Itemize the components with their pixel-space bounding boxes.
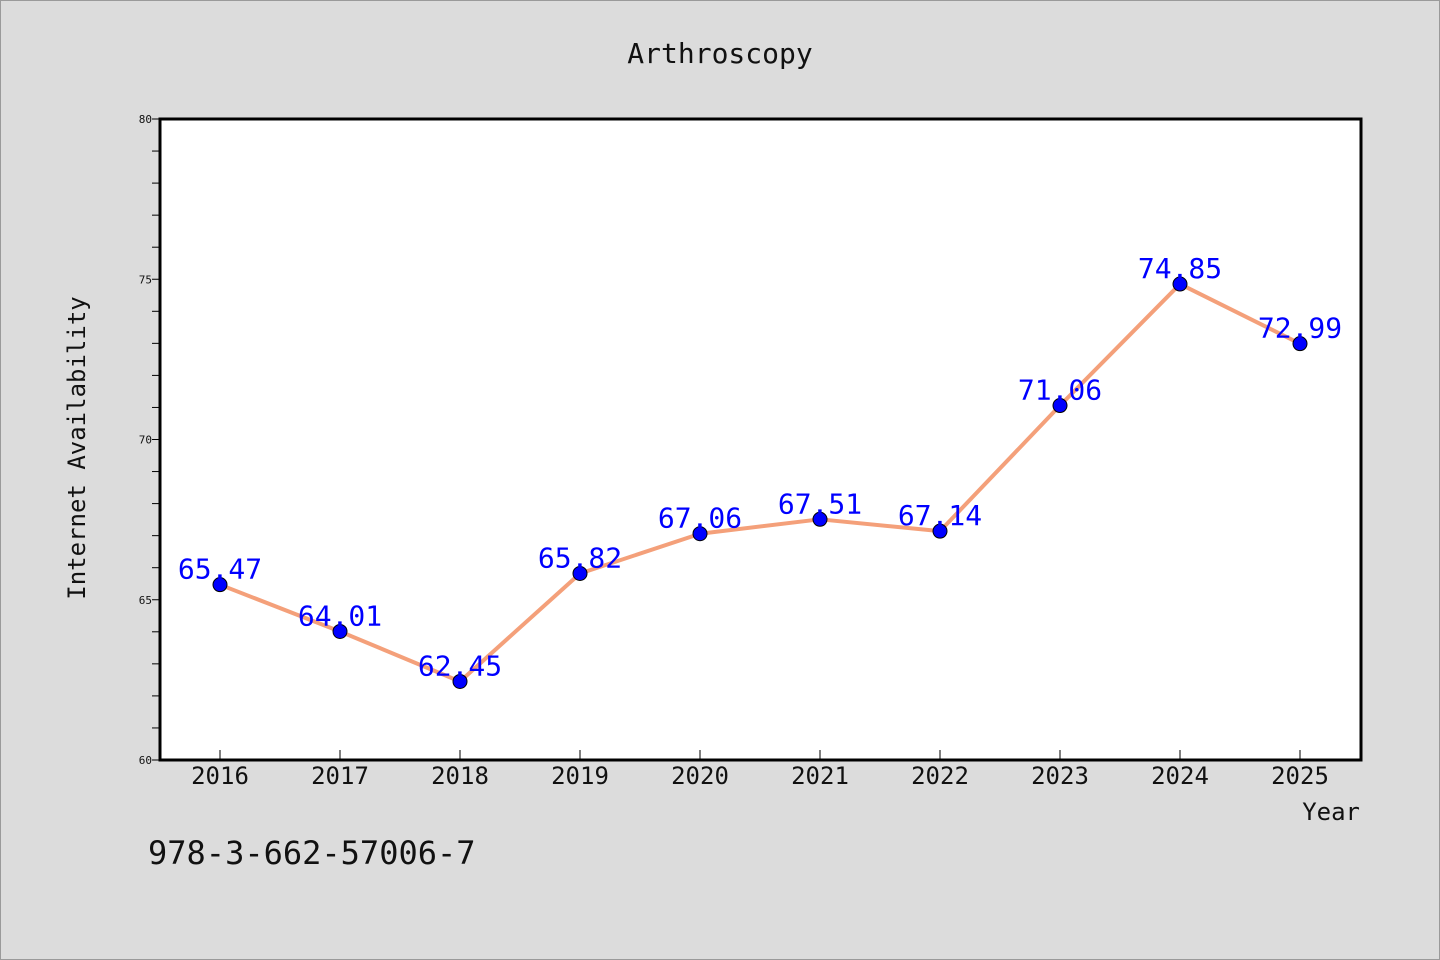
y-tick-label: 60 — [139, 754, 152, 767]
x-tick-label: 2022 — [911, 762, 969, 790]
data-point — [932, 523, 948, 539]
data-label: 71.06 — [1018, 374, 1102, 407]
x-tick-label: 2024 — [1151, 762, 1209, 790]
data-label: 72.99 — [1258, 312, 1342, 345]
data-point — [1292, 336, 1308, 352]
x-tick-label: 2018 — [431, 762, 489, 790]
series-layer: 65.47 64.01 62.45 65.82 67.06 67.51 67.14 71.06… — [178, 252, 1342, 689]
y-tick-label: 80 — [139, 113, 152, 126]
x-tick-label: 2023 — [1031, 762, 1089, 790]
x-axis-label: Year — [1302, 798, 1360, 826]
x-tick-label: 2020 — [671, 762, 729, 790]
x-tick-label: 2016 — [191, 762, 249, 790]
data-point — [1052, 398, 1068, 414]
data-point — [692, 526, 708, 542]
y-tick-label: 75 — [139, 273, 152, 286]
x-tick-label: 2025 — [1271, 762, 1329, 790]
x-tick-label: 2019 — [551, 762, 609, 790]
data-point — [812, 511, 828, 527]
x-tick-label: 2021 — [791, 762, 849, 790]
data-point — [212, 577, 228, 593]
data-point — [1172, 276, 1188, 292]
data-label: 65.47 — [178, 553, 262, 586]
y-axis: 60 65 70 75 80 — [139, 113, 160, 767]
series-line — [219, 282, 1301, 684]
chart-title: Arthroscopy — [627, 37, 812, 70]
y-tick-label: 65 — [139, 594, 152, 607]
data-point — [332, 623, 348, 639]
data-label: 74.85 — [1138, 252, 1222, 285]
y-axis-label: Internet Availability — [63, 296, 91, 599]
plot-border — [158, 117, 1363, 762]
data-point — [572, 565, 588, 581]
data-label: 62.45 — [418, 649, 502, 682]
x-axis: 2016 2017 2018 2019 2020 2021 2022 2023 2024 2025 — [191, 750, 1329, 790]
footer-isbn: 978-3-662-57006-7 — [148, 834, 476, 872]
data-label: 67.51 — [778, 487, 862, 520]
x-tick-label: 2017 — [311, 762, 369, 790]
data-label: 67.06 — [658, 502, 742, 535]
y-tick-label: 70 — [139, 434, 152, 447]
data-point — [452, 673, 468, 689]
data-label: 67.14 — [898, 499, 982, 532]
plot-area — [160, 119, 1361, 760]
data-label: 64.01 — [298, 599, 382, 632]
data-label: 65.82 — [538, 541, 622, 574]
